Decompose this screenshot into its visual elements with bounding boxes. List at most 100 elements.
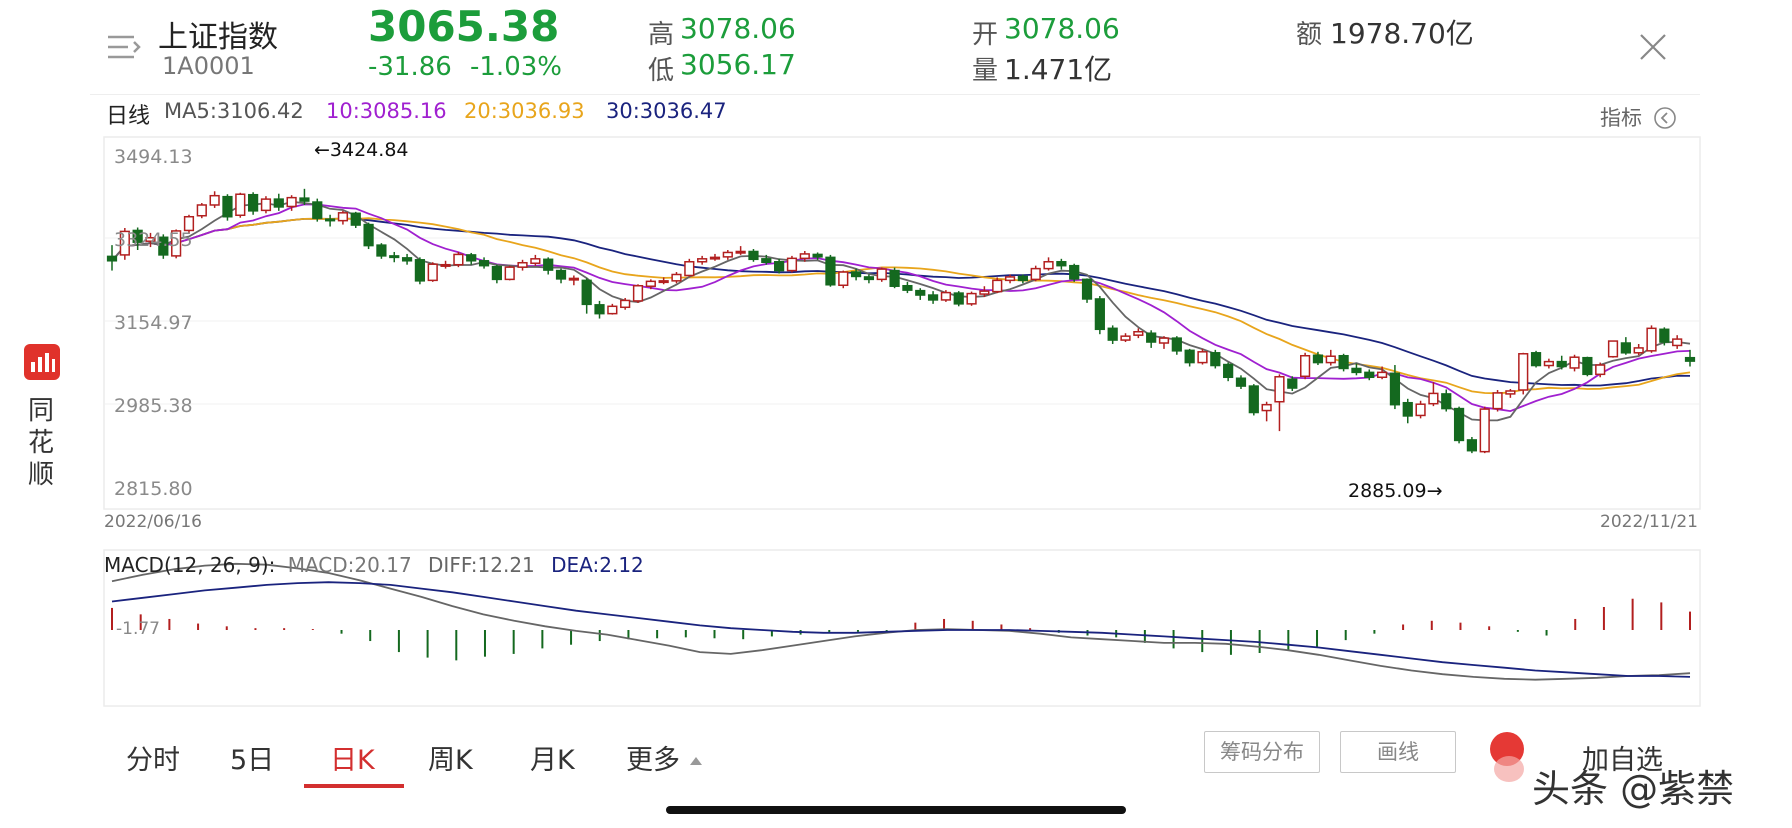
candle-down — [1466, 439, 1478, 452]
ma30-line — [111, 217, 1691, 387]
candle-up — [1030, 267, 1041, 281]
candle-down — [1287, 378, 1298, 389]
candle-up — [1543, 360, 1554, 367]
candle-up — [453, 253, 464, 266]
candle-down — [1620, 342, 1631, 354]
candle-up — [119, 230, 130, 256]
amount-label: 额 — [1296, 20, 1323, 50]
candle-down — [927, 294, 939, 301]
candle-up — [722, 251, 733, 258]
candle-up — [658, 280, 669, 284]
candle-down — [1556, 360, 1567, 368]
candle-up — [1607, 340, 1619, 358]
candle-up — [1261, 403, 1272, 412]
chart-frame — [103, 136, 1701, 510]
candle-down — [1582, 356, 1593, 376]
candle-up — [337, 212, 349, 222]
candle-up — [992, 279, 1003, 293]
candle-up — [1197, 351, 1208, 364]
ma5-value: MA5:3106.42 — [164, 99, 304, 123]
candle-up — [735, 250, 746, 254]
candle-up — [1479, 408, 1490, 453]
candle-up — [671, 273, 682, 282]
candle-up — [799, 253, 810, 260]
stock-code: 1A0001 — [162, 52, 255, 80]
kline-chart[interactable]: 3494.13 3324.55 3154.97 2985.38 2815.80 ←342… — [0, 0, 1792, 720]
candle-up — [1646, 327, 1657, 352]
tab-daily-k[interactable]: 日K — [330, 745, 375, 776]
candle-up — [440, 263, 451, 267]
candle-down — [376, 244, 387, 257]
brand-char-1: 同 — [28, 396, 55, 426]
volume-label: 量 — [972, 56, 999, 86]
candle-up — [1428, 392, 1439, 405]
red-dot-shadow-icon — [1494, 756, 1524, 782]
candle-down — [389, 255, 400, 259]
candle-down — [543, 258, 554, 271]
stock-name: 上证指数 — [158, 20, 278, 55]
macd-label: MACD(12, 26, 9): — [104, 553, 275, 577]
candle-down — [850, 271, 862, 278]
candle-down — [825, 256, 836, 286]
open-label: 开 — [972, 20, 999, 50]
watermark: 头条 @紫禁 — [1532, 767, 1735, 811]
y-tick-label: 3494.13 — [114, 146, 193, 168]
tab-monthly-k[interactable]: 月K — [530, 745, 575, 776]
high-label: 高 — [648, 20, 675, 50]
candle-up — [427, 263, 438, 282]
macd-frame — [103, 549, 1701, 707]
tab-5day[interactable]: 5日 — [230, 745, 275, 776]
candle-down — [466, 254, 477, 262]
candle-up — [530, 258, 541, 264]
candle-down — [1659, 328, 1670, 343]
candle-down — [1351, 367, 1362, 374]
macd-value: MACD:20.17 — [288, 553, 412, 577]
draw-line-button[interactable]: 画线 — [1340, 731, 1456, 773]
candle-up — [979, 290, 990, 295]
indicator-button[interactable]: 指标 — [1600, 102, 1677, 132]
candle-up — [1672, 338, 1683, 347]
candle-up — [1274, 376, 1285, 403]
candle-up — [517, 261, 528, 268]
tab-more[interactable]: 更多 — [626, 738, 703, 777]
candle-down — [414, 259, 426, 282]
end-date: 2022/11/21 — [1600, 512, 1698, 532]
current-price: 3065.38 — [368, 2, 560, 51]
triangle-up-icon — [689, 757, 702, 765]
tab-timeshare[interactable]: 分时 — [126, 745, 180, 776]
candle-up — [620, 299, 631, 309]
candle-down — [299, 197, 310, 202]
candle-up — [235, 193, 246, 217]
tab-more-label: 更多 — [626, 745, 680, 776]
candle-up — [145, 237, 156, 242]
candle-up — [504, 266, 515, 281]
ma20-value: 20:3036.93 — [464, 99, 585, 123]
close-icon[interactable] — [1638, 32, 1668, 62]
low-label: 低 — [648, 56, 675, 86]
candle-down — [1056, 261, 1067, 267]
candle-up — [786, 257, 798, 272]
tonghuashun-logo-icon — [24, 344, 60, 380]
candle-up — [1569, 356, 1580, 369]
menu-lines-icon[interactable] — [104, 30, 144, 64]
diff-value: DIFF:12.21 — [428, 553, 535, 577]
candle-up — [183, 215, 195, 232]
candle-down — [158, 236, 169, 256]
macd-zero-tick: -1.77 — [116, 619, 160, 639]
candle-up — [1595, 364, 1606, 376]
candle-down — [1441, 393, 1452, 410]
candle-up — [632, 284, 644, 302]
high-annotation: ←3424.84 — [314, 139, 409, 161]
indicator-label: 指标 — [1600, 106, 1642, 130]
tab-weekly-k[interactable]: 周K — [428, 745, 473, 776]
candle-down — [1402, 401, 1413, 417]
y-tick-label: 2815.80 — [114, 478, 193, 500]
candle-down — [1069, 264, 1080, 280]
candle-down — [324, 218, 336, 222]
candle-up — [940, 291, 952, 301]
add-favorite-button[interactable]: 加自选 — [1582, 745, 1663, 776]
candle-up — [1492, 392, 1503, 410]
candle-down — [1081, 278, 1093, 300]
chip-distribution-button[interactable]: 筹码分布 — [1204, 731, 1320, 773]
candle-up — [1133, 331, 1144, 336]
